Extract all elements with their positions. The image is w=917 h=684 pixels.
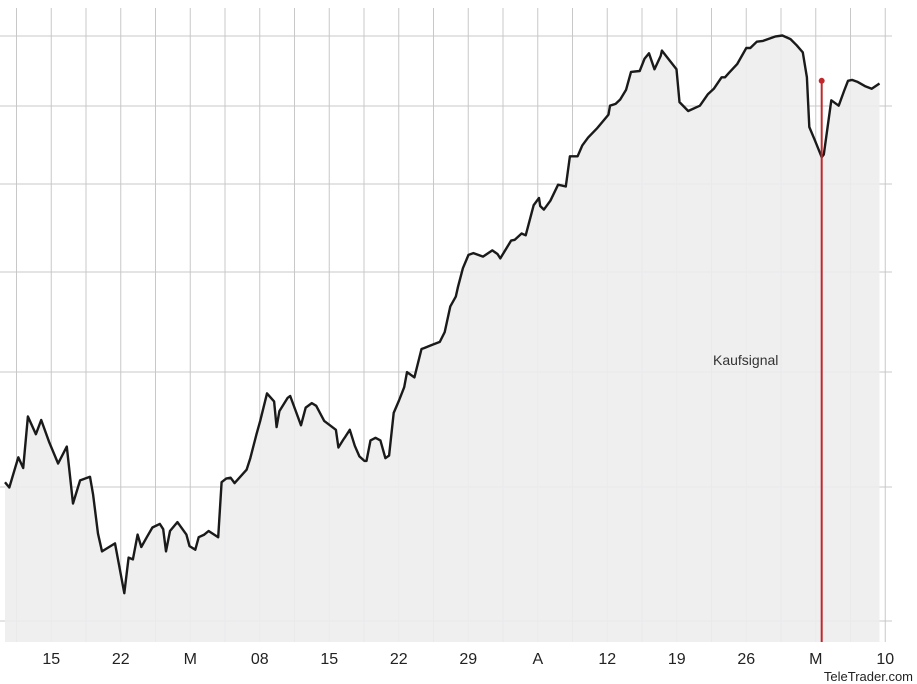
- source-credit: TeleTrader.com: [824, 669, 913, 684]
- x-tick-label: 15: [320, 651, 338, 668]
- buy-signal-marker: [818, 77, 825, 84]
- x-tick-label: A: [532, 651, 543, 668]
- x-tick-label: M: [184, 651, 197, 668]
- x-tick-label: 22: [112, 651, 130, 668]
- x-tick-label: 26: [737, 651, 755, 668]
- x-tick-label: 19: [668, 651, 686, 668]
- price-line: [4, 34, 881, 595]
- x-tick-label: 22: [390, 651, 408, 668]
- x-tick-label: 10: [876, 651, 894, 668]
- x-axis-ticks: 1522M08152229A121926M10172431J142128J121…: [42, 651, 894, 668]
- buy-signal-label: Kaufsignal: [713, 352, 778, 368]
- x-tick-label: 08: [251, 651, 269, 668]
- x-tick-label: M: [809, 651, 822, 668]
- x-tick-label: 29: [459, 651, 477, 668]
- x-tick-label: 15: [42, 651, 60, 668]
- x-tick-label: 12: [598, 651, 616, 668]
